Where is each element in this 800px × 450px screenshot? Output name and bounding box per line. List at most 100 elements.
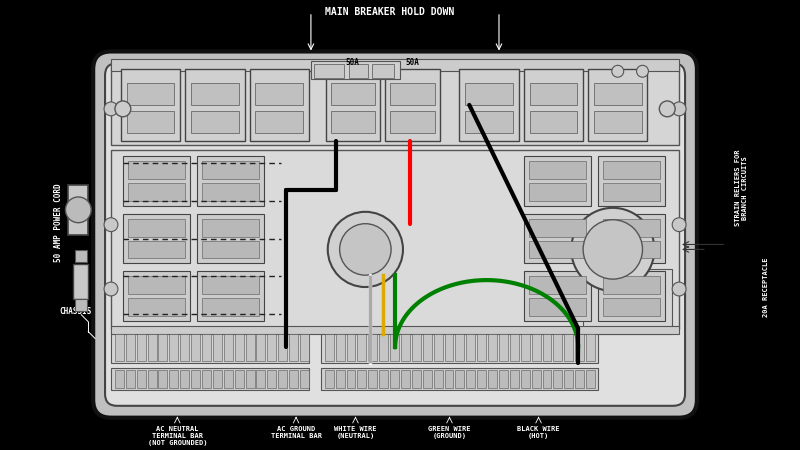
Circle shape	[340, 224, 391, 275]
Bar	[412, 333, 421, 361]
Bar	[170, 370, 178, 388]
FancyBboxPatch shape	[93, 51, 697, 418]
Text: 20A RECEPTACLE: 20A RECEPTACLE	[763, 257, 770, 317]
Bar	[158, 370, 167, 388]
Bar	[111, 59, 679, 71]
Bar	[128, 298, 186, 316]
Bar	[128, 276, 186, 294]
Bar	[583, 269, 672, 333]
Bar	[346, 333, 355, 361]
Bar	[586, 370, 595, 388]
Bar	[278, 333, 287, 361]
Bar	[455, 333, 464, 361]
Bar	[466, 370, 475, 388]
Text: CHASSIS: CHASSIS	[59, 307, 91, 316]
Bar	[321, 368, 598, 390]
Bar	[349, 64, 368, 78]
Bar	[202, 183, 259, 201]
Circle shape	[104, 218, 118, 232]
Bar	[603, 240, 660, 258]
Bar	[300, 370, 309, 388]
Bar	[459, 69, 518, 140]
Bar	[267, 370, 276, 388]
Bar	[111, 150, 679, 328]
Bar	[594, 111, 642, 133]
Bar	[115, 333, 124, 361]
Bar	[368, 333, 378, 361]
Bar	[74, 264, 88, 299]
Text: 50A: 50A	[346, 58, 359, 68]
Bar	[202, 370, 211, 388]
Bar	[257, 370, 266, 388]
Bar	[445, 333, 454, 361]
Bar	[510, 333, 518, 361]
Bar	[325, 370, 334, 388]
Bar	[202, 276, 259, 294]
Bar	[278, 370, 287, 388]
Bar	[202, 219, 259, 237]
Bar	[234, 370, 244, 388]
Bar	[128, 219, 186, 237]
Bar	[255, 83, 303, 105]
Text: WHITE WIRE
(NEUTRAL): WHITE WIRE (NEUTRAL)	[334, 426, 377, 439]
Bar	[186, 69, 245, 140]
Bar	[311, 61, 400, 79]
Bar	[412, 370, 421, 388]
Bar	[588, 69, 647, 140]
Bar	[554, 333, 562, 361]
Circle shape	[104, 102, 118, 116]
Bar	[603, 276, 660, 294]
Bar	[445, 370, 454, 388]
Text: MAIN BREAKER HOLD DOWN: MAIN BREAKER HOLD DOWN	[326, 7, 454, 17]
Circle shape	[104, 282, 118, 296]
Bar	[128, 183, 186, 201]
Bar	[401, 370, 410, 388]
Bar	[289, 370, 298, 388]
Circle shape	[672, 218, 686, 232]
Bar	[466, 333, 475, 361]
Bar	[603, 298, 660, 316]
Bar	[191, 83, 238, 105]
Bar	[385, 69, 439, 140]
Bar	[158, 333, 167, 361]
Bar	[213, 370, 222, 388]
Bar	[358, 333, 366, 361]
Bar	[521, 370, 530, 388]
Text: BLACK WIRE
(HOT): BLACK WIRE (HOT)	[518, 426, 560, 439]
Bar	[128, 240, 186, 258]
Bar	[564, 370, 574, 388]
Bar	[246, 333, 254, 361]
Bar	[126, 370, 134, 388]
Bar	[191, 111, 238, 133]
Circle shape	[571, 208, 654, 291]
Bar	[127, 111, 174, 133]
Bar	[529, 219, 586, 237]
Circle shape	[637, 65, 649, 77]
Bar	[529, 276, 586, 294]
Bar	[336, 333, 345, 361]
Bar	[532, 333, 541, 361]
Bar	[466, 111, 513, 133]
Bar	[137, 333, 146, 361]
Circle shape	[583, 220, 642, 279]
Circle shape	[672, 102, 686, 116]
Bar	[111, 332, 309, 363]
Bar	[170, 333, 178, 361]
Bar	[434, 370, 442, 388]
Bar	[575, 333, 584, 361]
Bar	[478, 333, 486, 361]
Bar	[180, 333, 189, 361]
Bar	[267, 333, 276, 361]
Text: AC NEUTRAL
TERMINAL BAR
(NOT GROUNDED): AC NEUTRAL TERMINAL BAR (NOT GROUNDED)	[147, 426, 207, 446]
Bar	[257, 333, 266, 361]
Circle shape	[659, 101, 675, 117]
Bar	[390, 370, 399, 388]
Bar	[529, 183, 586, 201]
Bar	[499, 333, 508, 361]
Bar	[115, 370, 124, 388]
Bar	[180, 370, 189, 388]
Bar	[246, 370, 254, 388]
Bar	[123, 157, 190, 206]
Bar	[75, 299, 87, 311]
Bar	[330, 83, 375, 105]
